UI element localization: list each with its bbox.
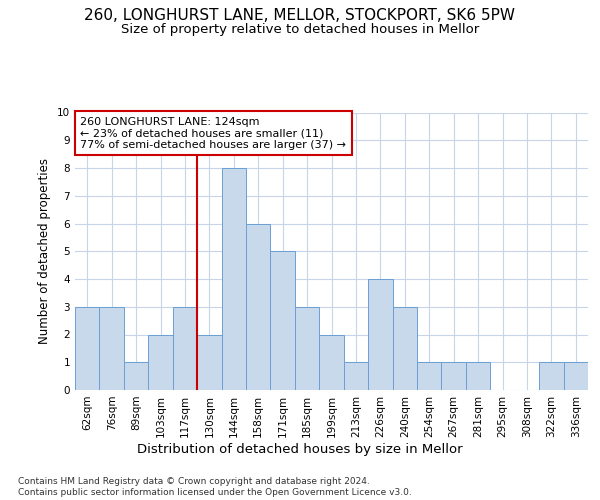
Bar: [442, 362, 466, 390]
Bar: [246, 224, 271, 390]
Bar: [539, 362, 563, 390]
Bar: [221, 168, 246, 390]
Bar: [100, 306, 124, 390]
Text: 260, LONGHURST LANE, MELLOR, STOCKPORT, SK6 5PW: 260, LONGHURST LANE, MELLOR, STOCKPORT, …: [85, 8, 515, 22]
Bar: [563, 362, 588, 390]
Bar: [319, 334, 344, 390]
Bar: [344, 362, 368, 390]
Bar: [466, 362, 490, 390]
Text: 260 LONGHURST LANE: 124sqm
← 23% of detached houses are smaller (11)
77% of semi: 260 LONGHURST LANE: 124sqm ← 23% of deta…: [80, 116, 346, 150]
Bar: [148, 334, 173, 390]
Text: Distribution of detached houses by size in Mellor: Distribution of detached houses by size …: [137, 442, 463, 456]
Y-axis label: Number of detached properties: Number of detached properties: [38, 158, 52, 344]
Text: Size of property relative to detached houses in Mellor: Size of property relative to detached ho…: [121, 22, 479, 36]
Bar: [124, 362, 148, 390]
Bar: [75, 306, 100, 390]
Text: Contains HM Land Registry data © Crown copyright and database right 2024.
Contai: Contains HM Land Registry data © Crown c…: [18, 478, 412, 497]
Bar: [392, 306, 417, 390]
Bar: [417, 362, 442, 390]
Bar: [173, 306, 197, 390]
Bar: [368, 279, 392, 390]
Bar: [271, 251, 295, 390]
Bar: [197, 334, 221, 390]
Bar: [295, 306, 319, 390]
